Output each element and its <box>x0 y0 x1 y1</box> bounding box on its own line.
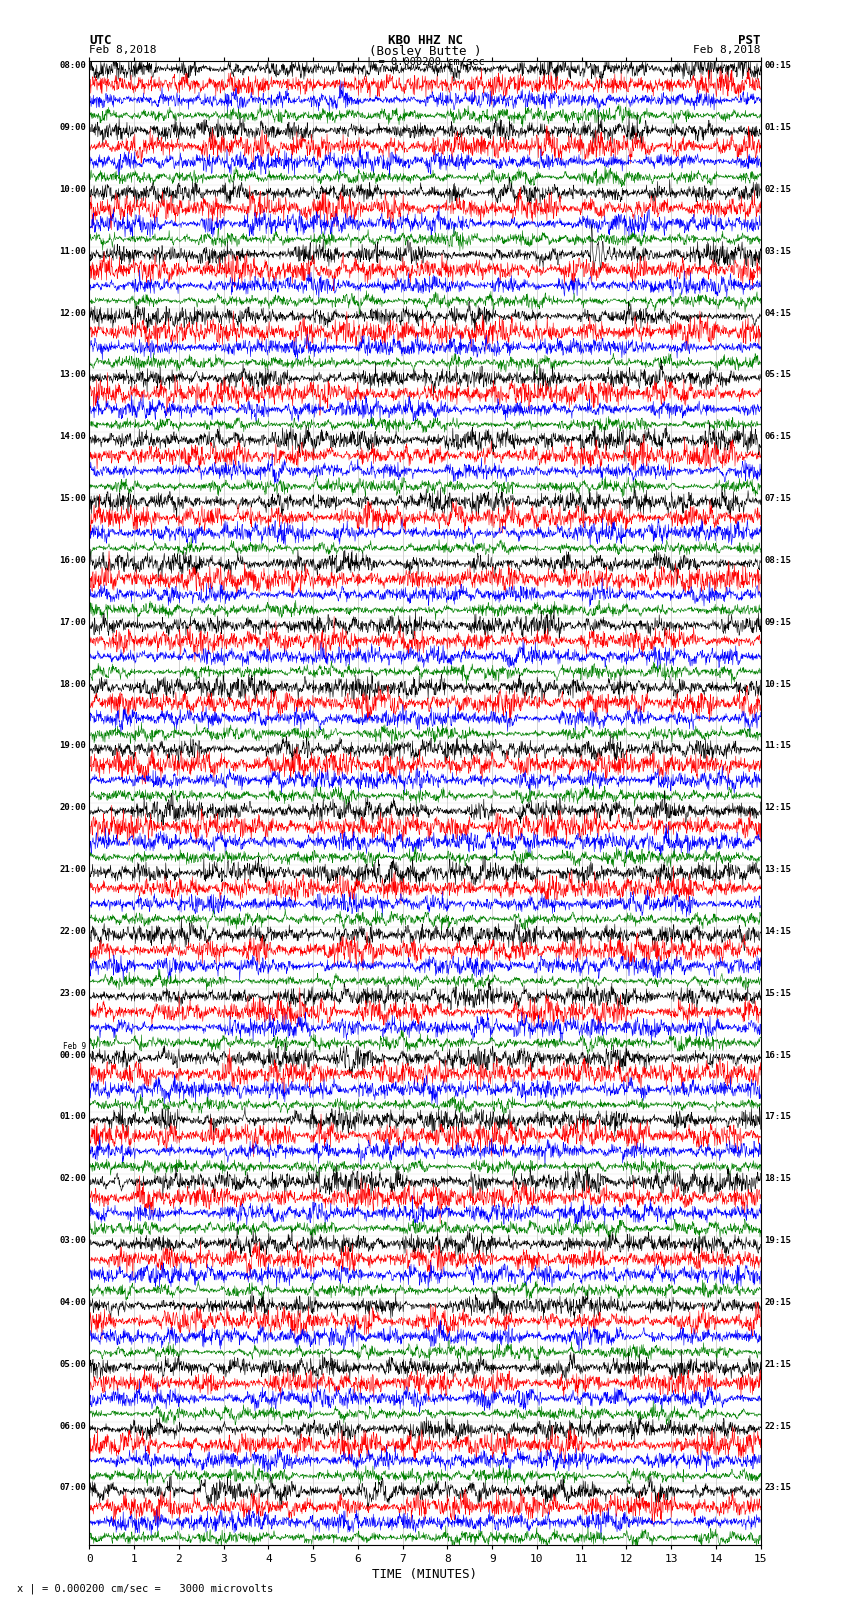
Text: 03:15: 03:15 <box>764 247 791 256</box>
Text: 16:00: 16:00 <box>59 556 86 565</box>
Text: 19:15: 19:15 <box>764 1236 791 1245</box>
Text: 22:00: 22:00 <box>59 927 86 936</box>
Text: 09:15: 09:15 <box>764 618 791 627</box>
Text: 20:15: 20:15 <box>764 1298 791 1307</box>
Text: Feb 8,2018: Feb 8,2018 <box>89 45 156 55</box>
Text: 06:00: 06:00 <box>59 1421 86 1431</box>
Text: Feb 9: Feb 9 <box>63 1042 86 1050</box>
Text: 23:15: 23:15 <box>764 1484 791 1492</box>
Text: KBO HHZ NC: KBO HHZ NC <box>388 34 462 47</box>
Text: 08:00: 08:00 <box>59 61 86 71</box>
Text: Feb 8,2018: Feb 8,2018 <box>694 45 761 55</box>
Text: PST: PST <box>739 34 761 47</box>
Text: 18:15: 18:15 <box>764 1174 791 1184</box>
Text: 13:00: 13:00 <box>59 371 86 379</box>
Text: 01:15: 01:15 <box>764 123 791 132</box>
Text: 08:15: 08:15 <box>764 556 791 565</box>
Text: 04:15: 04:15 <box>764 308 791 318</box>
Text: 17:00: 17:00 <box>59 618 86 627</box>
Text: (Bosley Butte ): (Bosley Butte ) <box>369 45 481 58</box>
Text: 03:00: 03:00 <box>59 1236 86 1245</box>
Text: 02:15: 02:15 <box>764 185 791 194</box>
Text: 07:15: 07:15 <box>764 494 791 503</box>
Text: 09:00: 09:00 <box>59 123 86 132</box>
Text: 10:15: 10:15 <box>764 679 791 689</box>
Text: 20:00: 20:00 <box>59 803 86 813</box>
Text: 16:15: 16:15 <box>764 1050 791 1060</box>
Text: x | = 0.000200 cm/sec =   3000 microvolts: x | = 0.000200 cm/sec = 3000 microvolts <box>17 1582 273 1594</box>
Text: 15:15: 15:15 <box>764 989 791 998</box>
Text: 06:15: 06:15 <box>764 432 791 442</box>
Text: 11:15: 11:15 <box>764 742 791 750</box>
X-axis label: TIME (MINUTES): TIME (MINUTES) <box>372 1568 478 1581</box>
Text: 22:15: 22:15 <box>764 1421 791 1431</box>
Text: 04:00: 04:00 <box>59 1298 86 1307</box>
Text: 05:00: 05:00 <box>59 1360 86 1369</box>
Text: 14:15: 14:15 <box>764 927 791 936</box>
Text: 18:00: 18:00 <box>59 679 86 689</box>
Text: 00:00: 00:00 <box>59 1050 86 1060</box>
Text: 12:15: 12:15 <box>764 803 791 813</box>
Text: 13:15: 13:15 <box>764 865 791 874</box>
Text: 23:00: 23:00 <box>59 989 86 998</box>
Text: 12:00: 12:00 <box>59 308 86 318</box>
Text: 21:00: 21:00 <box>59 865 86 874</box>
Text: 01:00: 01:00 <box>59 1113 86 1121</box>
Text: 14:00: 14:00 <box>59 432 86 442</box>
Text: 21:15: 21:15 <box>764 1360 791 1369</box>
Text: 17:15: 17:15 <box>764 1113 791 1121</box>
Text: | = 0.000200 cm/sec: | = 0.000200 cm/sec <box>366 56 484 68</box>
Text: 02:00: 02:00 <box>59 1174 86 1184</box>
Text: 10:00: 10:00 <box>59 185 86 194</box>
Text: 00:15: 00:15 <box>764 61 791 71</box>
Text: 19:00: 19:00 <box>59 742 86 750</box>
Text: 07:00: 07:00 <box>59 1484 86 1492</box>
Text: 05:15: 05:15 <box>764 371 791 379</box>
Text: 11:00: 11:00 <box>59 247 86 256</box>
Text: 15:00: 15:00 <box>59 494 86 503</box>
Text: UTC: UTC <box>89 34 111 47</box>
